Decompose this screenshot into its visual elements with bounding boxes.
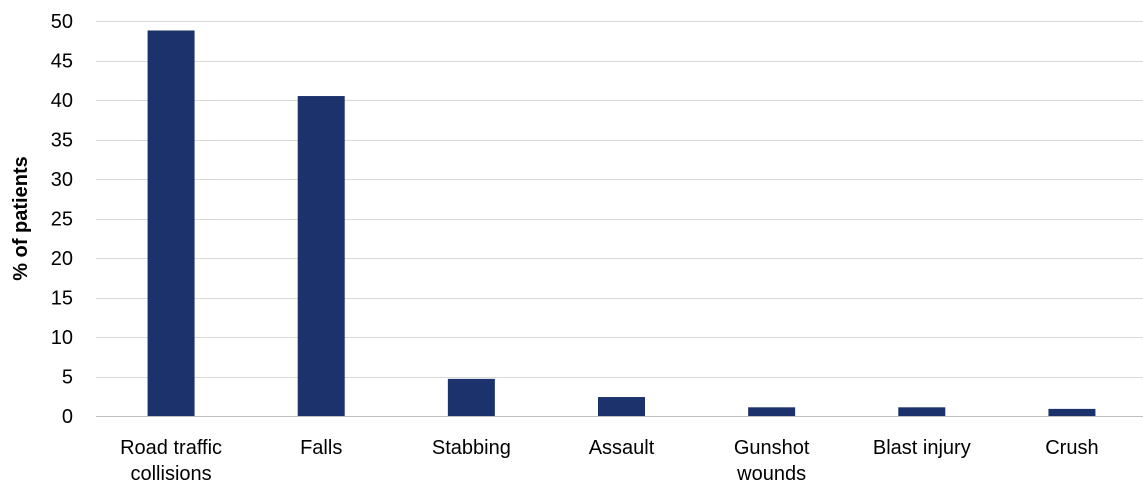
bar: [1048, 408, 1096, 416]
bars: [147, 30, 1096, 417]
y-axis-title: % of patients: [10, 156, 32, 280]
category-label: Road traffic collisions: [120, 437, 222, 485]
category-label: Assault: [589, 437, 655, 459]
y-tick-label: 35: [51, 130, 73, 152]
bar: [598, 397, 645, 416]
bar: [447, 378, 495, 416]
category-label: Crush: [1045, 437, 1098, 459]
category-label: Blast injury: [873, 437, 971, 459]
category-label: Stabbing: [432, 437, 511, 459]
bar: [147, 30, 195, 416]
category-label: Gunshot wounds: [734, 437, 810, 485]
y-tick-label: 30: [51, 169, 73, 191]
category-labels: Road traffic collisions Falls Stabbing Assau…: [120, 437, 1098, 485]
bar: [898, 407, 946, 416]
y-tick-label: 50: [51, 11, 73, 33]
category-label: Falls: [300, 437, 342, 459]
y-tick-labels: 0 5 10 15 20 25 30 35 40 45 50: [51, 11, 73, 428]
y-tick-label: 20: [51, 248, 73, 270]
y-tick-label: 15: [51, 288, 73, 310]
gridlines: [96, 21, 1143, 378]
bar: [297, 96, 345, 417]
bar: [748, 407, 796, 416]
y-tick-label: 40: [51, 90, 73, 112]
y-tick-label: 10: [51, 327, 73, 349]
y-tick-label: 0: [62, 406, 73, 428]
y-tick-label: 25: [51, 209, 73, 231]
y-tick-label: 45: [51, 51, 73, 73]
y-tick-label: 5: [62, 367, 73, 389]
